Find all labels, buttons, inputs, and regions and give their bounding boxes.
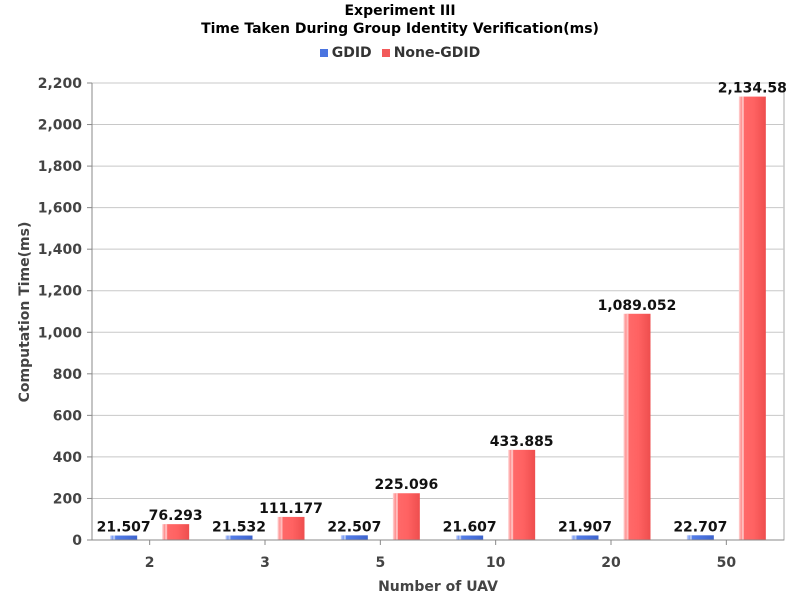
chart-subtitle: Time Taken During Group Identity Verific… xyxy=(201,21,599,37)
y-tick-label: 2,200 xyxy=(38,76,83,92)
y-tick-label: 600 xyxy=(53,408,82,424)
bar-gdid-10[interactable] xyxy=(456,535,484,540)
y-tick-label: 1,600 xyxy=(38,201,83,217)
bar-gdid-2[interactable] xyxy=(110,535,138,540)
y-tick-label: 400 xyxy=(53,450,82,466)
data-label: 2,134.58 xyxy=(718,81,787,97)
bar-highlight xyxy=(626,313,629,540)
data-label: 21.907 xyxy=(558,519,612,535)
bar-gdid-20[interactable] xyxy=(571,535,599,540)
data-label: 1,089.052 xyxy=(598,298,677,314)
y-tick-label: 200 xyxy=(53,491,82,507)
x-axis-label: Number of UAV xyxy=(378,579,498,595)
data-label: 111.177 xyxy=(259,501,323,517)
bar-highlight xyxy=(741,96,744,541)
bar-highlight xyxy=(689,535,692,540)
x-tick-label: 20 xyxy=(601,555,621,571)
data-label: 76.293 xyxy=(149,508,203,524)
chart-title: Experiment III xyxy=(344,3,456,19)
y-tick-label: 1,000 xyxy=(38,325,83,341)
legend: GDID None-GDID xyxy=(0,45,800,61)
bar-highlight xyxy=(395,493,398,540)
bar-none-gdid-2[interactable] xyxy=(162,524,190,540)
bar-highlight xyxy=(113,535,116,540)
y-tick-label: 1,400 xyxy=(38,242,83,258)
bar-none-gdid-3[interactable] xyxy=(277,516,305,540)
data-label: 433.885 xyxy=(490,434,554,450)
data-label: 22.507 xyxy=(327,519,381,535)
legend-label-none-gdid: None-GDID xyxy=(393,45,481,61)
bar-highlight xyxy=(574,535,577,540)
y-tick-label: 800 xyxy=(53,367,82,383)
bar-gdid-5[interactable] xyxy=(340,535,368,540)
bar-highlight xyxy=(343,535,346,540)
legend-swatch-gdid xyxy=(319,49,328,57)
plot-area xyxy=(91,82,785,541)
y-axis-label: Computation Time(ms) xyxy=(17,222,33,403)
legend-label-gdid: GDID xyxy=(331,45,372,61)
legend-item-gdid[interactable]: GDID xyxy=(319,45,372,61)
data-label: 21.532 xyxy=(212,520,266,536)
data-label: 22.707 xyxy=(673,519,727,535)
data-label: 225.096 xyxy=(374,477,438,493)
data-label: 21.507 xyxy=(97,520,151,536)
bar-highlight xyxy=(165,524,168,540)
x-tick-label: 10 xyxy=(486,555,506,571)
bar-highlight xyxy=(511,449,514,540)
bar-gdid-50[interactable] xyxy=(686,535,714,540)
bar-highlight xyxy=(228,535,231,540)
bar-highlight xyxy=(459,535,462,540)
x-tick-label: 3 xyxy=(260,555,270,571)
legend-item-none-gdid[interactable]: None-GDID xyxy=(381,45,481,61)
y-tick-label: 2,000 xyxy=(38,118,83,134)
bar-gdid-3[interactable] xyxy=(225,535,253,540)
bar-highlight xyxy=(280,516,283,540)
x-tick-label: 5 xyxy=(375,555,385,571)
data-label: 21.607 xyxy=(443,520,497,536)
x-tick-label: 50 xyxy=(717,555,737,571)
y-tick-label: 1,800 xyxy=(38,159,83,175)
x-tick-label: 2 xyxy=(145,555,155,571)
y-tick-label: 0 xyxy=(72,533,82,549)
legend-swatch-none-gdid xyxy=(381,49,390,57)
y-tick-label: 1,200 xyxy=(38,284,83,300)
